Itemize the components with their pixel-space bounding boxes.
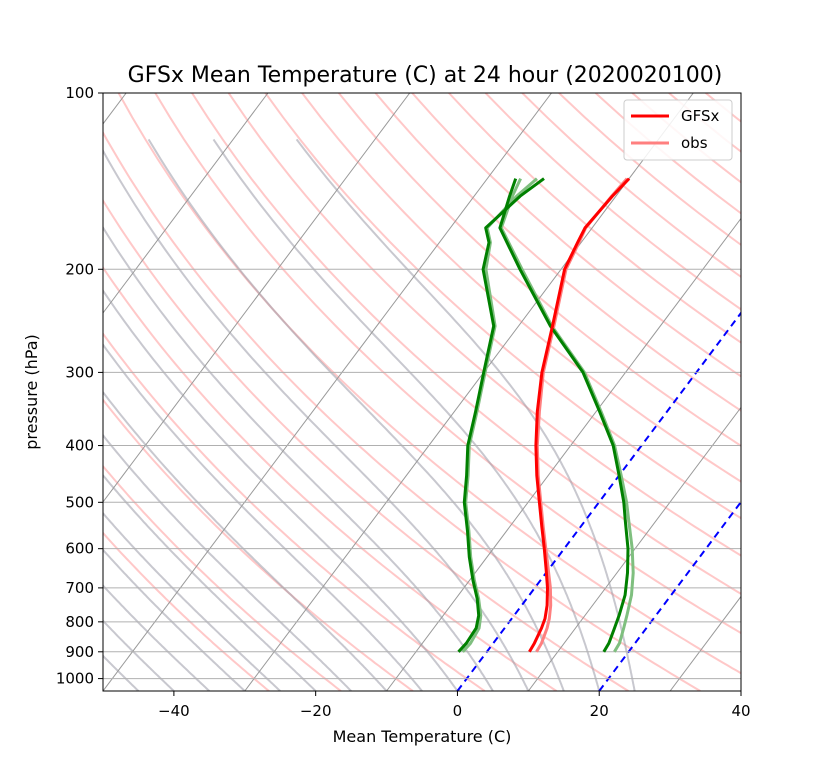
moist-adiabat xyxy=(103,343,423,691)
y-tick-label: 300 xyxy=(65,363,94,381)
y-tick-label: 900 xyxy=(65,643,94,661)
legend-label-obs: obs xyxy=(681,134,708,152)
moist-adiabat xyxy=(103,473,317,691)
moist-adiabat xyxy=(103,390,388,691)
dry-adiabat xyxy=(448,93,741,344)
dry-adiabat xyxy=(411,93,741,378)
moist-adiabat xyxy=(147,138,565,691)
moist-adiabat xyxy=(103,584,210,691)
series-line-parcel-observed xyxy=(499,177,635,653)
dry-adiabat xyxy=(742,93,823,691)
dry-adiabat xyxy=(374,93,741,412)
dry-adiabat xyxy=(103,198,629,691)
legend-label-gfsx: GFSx xyxy=(681,107,720,125)
isotherm xyxy=(669,595,741,691)
isotherm xyxy=(244,93,694,691)
dry-adiabat xyxy=(558,93,741,247)
dry-adiabat xyxy=(103,265,558,691)
moist-adiabat xyxy=(103,288,459,691)
dry-adiabat xyxy=(264,93,741,520)
y-tick-label: 200 xyxy=(65,260,94,278)
dry-adiabat xyxy=(103,398,414,691)
y-axis-label: pressure (hPa) xyxy=(22,334,41,450)
series-line-parcel-forecast xyxy=(498,178,630,653)
dry-adiabat xyxy=(705,93,741,123)
x-axis-label: Mean Temperature (C) xyxy=(333,727,512,746)
moist-adiabat xyxy=(103,433,352,691)
x-tick-label: 20 xyxy=(590,702,609,720)
x-axis: −40 −20 0 20 40 xyxy=(158,691,751,720)
dry-adiabat xyxy=(668,93,741,153)
background-lines xyxy=(103,93,823,691)
y-tick-label: 800 xyxy=(65,613,94,631)
moist-adiabat xyxy=(212,138,601,691)
y-tick-label: 600 xyxy=(65,540,94,558)
isotherm xyxy=(103,93,411,503)
x-tick-label: −40 xyxy=(158,702,190,720)
dashed-reference-line xyxy=(598,500,741,691)
moist-adiabat xyxy=(103,619,175,691)
isotherm xyxy=(103,93,552,691)
moist-adiabat xyxy=(103,548,246,691)
dry-adiabat xyxy=(779,93,823,691)
dry-adiabat xyxy=(154,93,741,635)
dry-adiabat xyxy=(338,93,741,448)
y-tick-label: 400 xyxy=(65,437,94,455)
y-tick-label: 100 xyxy=(65,84,94,102)
series-lines xyxy=(457,177,635,653)
y-tick-label: 500 xyxy=(65,493,94,511)
y-tick-label: 700 xyxy=(65,579,94,597)
x-tick-label: 40 xyxy=(731,702,750,720)
dashed-reference-line xyxy=(456,311,741,691)
dry-adiabat xyxy=(521,93,741,279)
y-axis: 1000 900 800 700 600 500 400 300 200 100 xyxy=(56,84,103,688)
plot-frame xyxy=(102,92,742,692)
dry-adiabat xyxy=(227,93,741,557)
dry-adiabat xyxy=(301,93,741,483)
moist-adiabat xyxy=(103,225,494,691)
isotherm xyxy=(527,406,741,691)
dry-adiabat xyxy=(191,93,741,595)
isotherm xyxy=(103,93,127,125)
series-line-temperature xyxy=(528,177,631,653)
dry-adiabat xyxy=(117,93,741,675)
dry-adiabat xyxy=(103,531,270,691)
x-tick-label: −20 xyxy=(300,702,332,720)
dry-adiabat xyxy=(103,464,342,691)
isotherm xyxy=(103,93,269,314)
series-line-dewpoint-forecast xyxy=(457,177,545,653)
chart-title: GFSx Mean Temperature (C) at 24 hour (20… xyxy=(128,63,723,88)
y-tick-label: 1000 xyxy=(56,670,94,688)
dry-adiabat xyxy=(103,332,486,691)
isotherm xyxy=(386,217,741,691)
legend: GFSx obs xyxy=(623,99,733,161)
series-line-temperature xyxy=(535,177,629,653)
x-tick-label: 0 xyxy=(453,702,463,720)
moist-adiabat xyxy=(103,511,281,691)
moist-adiabat xyxy=(103,148,530,691)
moist-adiabat xyxy=(295,138,636,691)
